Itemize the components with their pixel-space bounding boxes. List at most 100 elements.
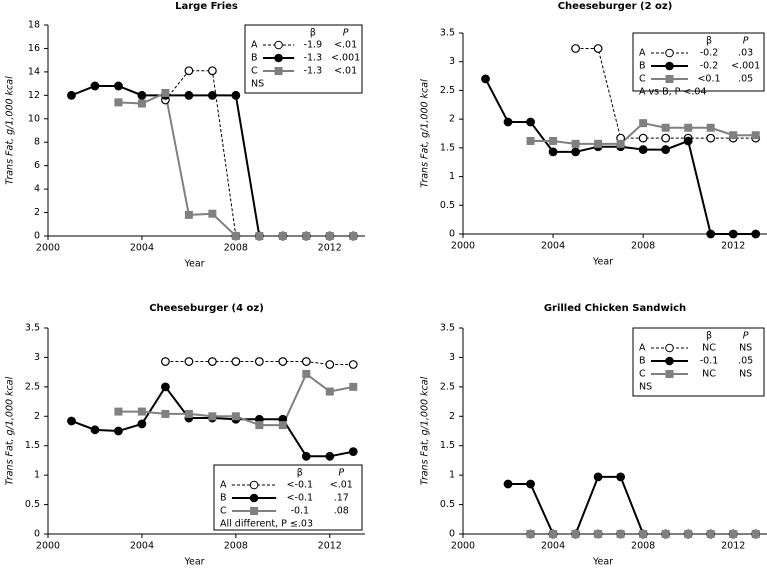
marker bbox=[114, 426, 123, 436]
chart-title: Grilled Chicken Sandwich bbox=[544, 303, 686, 314]
marker bbox=[161, 409, 170, 418]
legend-label: A bbox=[639, 48, 646, 59]
legend-beta: -1.9 bbox=[304, 40, 323, 51]
legend-marker bbox=[274, 40, 283, 50]
x-tick-label: 2000 bbox=[451, 241, 475, 252]
y-tick-label: 3 bbox=[449, 56, 455, 67]
legend-marker bbox=[250, 507, 259, 515]
marker bbox=[325, 387, 334, 396]
x-tick-label: 2012 bbox=[318, 541, 342, 552]
marker bbox=[255, 421, 264, 430]
y-tick-label: 8 bbox=[34, 137, 40, 148]
x-tick-label: 2008 bbox=[224, 541, 248, 552]
legend-header: P bbox=[743, 36, 749, 47]
marker bbox=[594, 139, 603, 148]
legend-note: All different, P ≤.03 bbox=[220, 519, 313, 530]
marker bbox=[184, 90, 194, 100]
legend-marker bbox=[274, 67, 283, 75]
marker bbox=[278, 357, 288, 366]
marker bbox=[638, 145, 648, 154]
marker bbox=[706, 123, 715, 132]
marker bbox=[503, 117, 513, 127]
y-tick-label: 2 bbox=[449, 114, 455, 125]
legend: β P A NC NS B -0.1 .05 C NC NS NS bbox=[632, 327, 765, 397]
marker bbox=[729, 530, 738, 538]
marker bbox=[751, 530, 760, 538]
legend-beta: -0.1 bbox=[700, 356, 719, 367]
marker bbox=[661, 133, 671, 143]
y-axis-label: Trans Fat, g/1,000 kcal bbox=[5, 376, 16, 485]
legend-p: .08 bbox=[334, 506, 349, 517]
legend-beta: <-0.1 bbox=[287, 493, 314, 504]
marker bbox=[184, 357, 194, 366]
x-tick-label: 2004 bbox=[541, 541, 565, 552]
y-tick-label: 16 bbox=[28, 43, 40, 54]
marker bbox=[348, 360, 358, 369]
legend-marker bbox=[665, 48, 674, 58]
legend-beta: NC bbox=[702, 369, 716, 380]
legend-marker bbox=[665, 61, 674, 71]
x-tick-label: 2000 bbox=[451, 541, 475, 552]
y-tick-label: 0 bbox=[449, 229, 455, 240]
marker bbox=[207, 357, 217, 366]
x-axis-label: Year bbox=[183, 557, 204, 568]
chart-title: Cheeseburger (4 oz) bbox=[149, 303, 264, 314]
x-tick-label: 2004 bbox=[130, 243, 154, 254]
marker bbox=[67, 416, 76, 426]
marker bbox=[349, 382, 358, 391]
y-tick-label: 1.5 bbox=[440, 440, 455, 451]
marker bbox=[571, 44, 580, 53]
y-tick-label: 14 bbox=[28, 66, 40, 77]
marker bbox=[254, 357, 264, 366]
x-tick-label: 2008 bbox=[224, 243, 248, 254]
legend-marker bbox=[249, 493, 259, 503]
marker bbox=[616, 530, 625, 538]
x-tick-label: 2000 bbox=[36, 541, 60, 552]
y-tick-label: 0.5 bbox=[440, 200, 455, 211]
series-line bbox=[165, 361, 354, 365]
chart-title: Cheeseburger (2 oz) bbox=[558, 1, 673, 12]
legend-label: A bbox=[639, 343, 646, 354]
legend-label: B bbox=[639, 61, 646, 72]
legend: β P A <-0.1 <.01 B <-0.1 .17 C -0.1 .08 All differe… bbox=[213, 464, 363, 531]
y-tick-label: 3.5 bbox=[25, 323, 40, 334]
panel: Cheeseburger (2 oz) 0 0.5 1 1.5 2 2.5 3 3.5 2000 2… bbox=[420, 1, 767, 268]
marker bbox=[616, 472, 626, 482]
marker bbox=[526, 479, 535, 489]
marker bbox=[301, 357, 311, 366]
marker bbox=[207, 66, 217, 76]
marker bbox=[571, 147, 580, 157]
y-tick-label: 6 bbox=[34, 160, 40, 171]
y-tick-label: 0 bbox=[34, 529, 40, 540]
legend-box bbox=[632, 32, 765, 92]
legend-beta: -1.3 bbox=[304, 53, 323, 64]
marker bbox=[137, 419, 147, 429]
marker bbox=[684, 123, 693, 132]
legend-p: <.01 bbox=[334, 66, 357, 77]
legend-beta: NC bbox=[702, 343, 716, 354]
marker bbox=[751, 131, 760, 140]
marker bbox=[549, 136, 558, 145]
marker bbox=[549, 530, 558, 538]
legend-marker bbox=[274, 53, 283, 63]
marker bbox=[301, 451, 311, 461]
marker bbox=[661, 123, 670, 132]
marker bbox=[114, 81, 123, 91]
marker bbox=[728, 229, 738, 239]
y-tick-label: 3.5 bbox=[440, 28, 455, 39]
legend-label: B bbox=[639, 356, 646, 367]
panel: Grilled Chicken Sandwich 0 0.5 1 1.5 2 2.5 3 3.5… bbox=[420, 303, 767, 568]
marker bbox=[184, 210, 193, 219]
legend-note: A vs B, P <.04 bbox=[639, 87, 706, 98]
x-tick-label: 2012 bbox=[318, 243, 342, 254]
y-tick-label: 18 bbox=[28, 20, 40, 31]
legend-marker bbox=[665, 356, 674, 366]
marker bbox=[349, 232, 358, 240]
legend-header: P bbox=[343, 28, 349, 39]
y-tick-label: 4 bbox=[34, 184, 40, 195]
x-tick-label: 2012 bbox=[721, 541, 745, 552]
marker bbox=[751, 229, 761, 239]
legend-p: <.01 bbox=[334, 40, 357, 51]
marker bbox=[661, 530, 670, 538]
